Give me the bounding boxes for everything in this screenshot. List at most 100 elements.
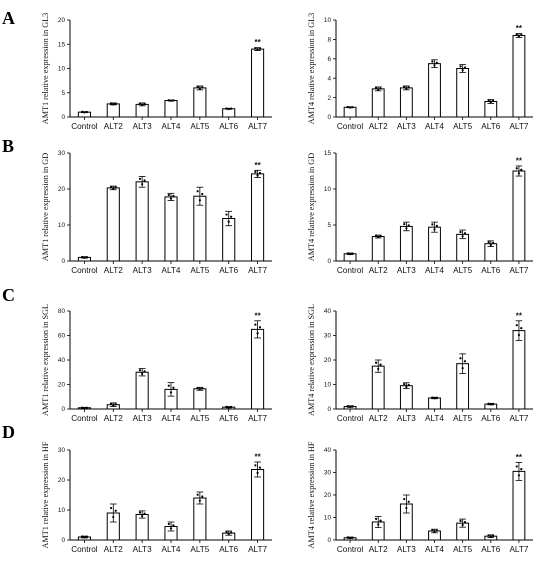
y-tick-label: 0 bbox=[327, 114, 331, 121]
data-point bbox=[225, 107, 228, 110]
data-point bbox=[201, 387, 204, 390]
y-tick-label: 30 bbox=[324, 470, 332, 477]
x-tick-label: ALT4 bbox=[162, 545, 181, 554]
x-tick-label: ALT4 bbox=[162, 266, 181, 275]
y-tick-label: 40 bbox=[58, 357, 66, 364]
x-tick-label: ALT3 bbox=[133, 122, 152, 131]
data-point bbox=[433, 64, 436, 67]
data-point bbox=[167, 384, 170, 387]
x-tick-label: ALT3 bbox=[133, 545, 152, 554]
chart-4: 0 5 10 15 AMT4 relative expression in GD Cont… bbox=[307, 150, 533, 275]
data-point bbox=[83, 536, 86, 539]
y-tick-label: 0 bbox=[327, 258, 331, 265]
data-point bbox=[461, 523, 464, 527]
y-axis-title: AMT1 relative expression in HF bbox=[41, 441, 50, 548]
x-tick-label: ALT7 bbox=[248, 122, 267, 131]
x-tick-label: ALT2 bbox=[369, 545, 388, 554]
data-point bbox=[169, 197, 173, 200]
data-point bbox=[258, 171, 262, 175]
x-tick-label: Control bbox=[337, 414, 364, 423]
data-point bbox=[431, 60, 434, 63]
data-point bbox=[520, 33, 523, 37]
data-point bbox=[403, 222, 406, 226]
data-point bbox=[348, 536, 352, 540]
data-point bbox=[403, 85, 406, 88]
data-point bbox=[110, 402, 113, 405]
y-tick-label: 10 bbox=[324, 17, 332, 24]
data-point bbox=[346, 405, 350, 408]
data-point bbox=[348, 405, 352, 408]
data-point bbox=[517, 172, 521, 175]
x-tick-label: ALT2 bbox=[104, 122, 123, 131]
data-point bbox=[167, 193, 170, 197]
data-point bbox=[81, 255, 84, 259]
bar bbox=[251, 469, 265, 541]
data-point bbox=[515, 465, 518, 468]
y-tick-label: 40 bbox=[324, 447, 332, 454]
data-point bbox=[256, 471, 259, 474]
data-point bbox=[172, 386, 175, 389]
data-point bbox=[487, 402, 490, 405]
data-point bbox=[83, 406, 86, 410]
data-point bbox=[379, 363, 382, 366]
y-tick-label: 10 bbox=[324, 382, 332, 389]
panel-letter-a: A bbox=[2, 8, 15, 28]
bar bbox=[371, 236, 385, 262]
x-tick-label: ALT7 bbox=[248, 414, 267, 423]
significance-label: ** bbox=[516, 24, 523, 33]
x-tick-label: ALT7 bbox=[248, 266, 267, 275]
data-point bbox=[489, 403, 492, 406]
y-tick-label: 0 bbox=[61, 537, 65, 544]
chart-8: 0 10 20 30 40 AMT4 relative expression in HF C… bbox=[307, 441, 533, 554]
chart-6: 0 10 20 30 40 AMT4 relative expression in SGL… bbox=[307, 304, 533, 423]
y-tick-label: 5 bbox=[61, 90, 65, 97]
y-tick-label: 15 bbox=[324, 150, 332, 157]
data-point bbox=[348, 106, 352, 109]
x-tick-label: ALT4 bbox=[425, 414, 444, 423]
x-tick-label: ALT2 bbox=[369, 122, 388, 131]
data-point bbox=[114, 186, 117, 189]
data-point bbox=[110, 102, 113, 105]
bar bbox=[164, 196, 178, 262]
data-point bbox=[198, 388, 201, 391]
data-point bbox=[138, 511, 142, 514]
data-point bbox=[143, 370, 146, 373]
data-point bbox=[492, 99, 495, 103]
x-tick-label: Control bbox=[337, 545, 364, 554]
y-tick-label: 20 bbox=[58, 17, 66, 24]
x-tick-label: Control bbox=[337, 266, 364, 275]
y-tick-label: 80 bbox=[58, 308, 66, 315]
x-tick-label: ALT2 bbox=[104, 266, 123, 275]
x-tick-label: Control bbox=[337, 122, 364, 131]
x-tick-label: Control bbox=[71, 414, 98, 423]
data-point bbox=[433, 397, 436, 400]
data-point bbox=[517, 333, 521, 337]
x-tick-label: ALT2 bbox=[104, 414, 123, 423]
data-point bbox=[110, 185, 113, 189]
data-point bbox=[258, 326, 262, 329]
significance-label: ** bbox=[516, 453, 523, 462]
data-point bbox=[85, 535, 88, 538]
data-point bbox=[254, 170, 257, 173]
data-point bbox=[110, 506, 113, 510]
bar bbox=[512, 470, 526, 541]
x-tick-label: ALT7 bbox=[509, 545, 528, 554]
significance-label: ** bbox=[516, 311, 523, 320]
data-point bbox=[85, 256, 88, 259]
data-point bbox=[227, 220, 230, 223]
data-point bbox=[405, 385, 408, 389]
x-tick-label: ALT6 bbox=[219, 545, 238, 554]
data-point bbox=[143, 512, 146, 515]
y-axis-title: AMT1 relative expression in GD bbox=[41, 153, 50, 261]
data-point bbox=[463, 232, 467, 235]
chart-7: 0 10 20 30 AMT1 relative expression in HF Con… bbox=[41, 441, 272, 554]
y-tick-label: 30 bbox=[58, 447, 66, 454]
data-point bbox=[227, 406, 230, 409]
data-point bbox=[141, 515, 144, 518]
data-point bbox=[407, 224, 410, 227]
bar bbox=[193, 195, 207, 262]
data-point bbox=[515, 324, 518, 327]
x-tick-label: ALT2 bbox=[369, 414, 388, 423]
y-tick-label: 0 bbox=[327, 406, 331, 413]
